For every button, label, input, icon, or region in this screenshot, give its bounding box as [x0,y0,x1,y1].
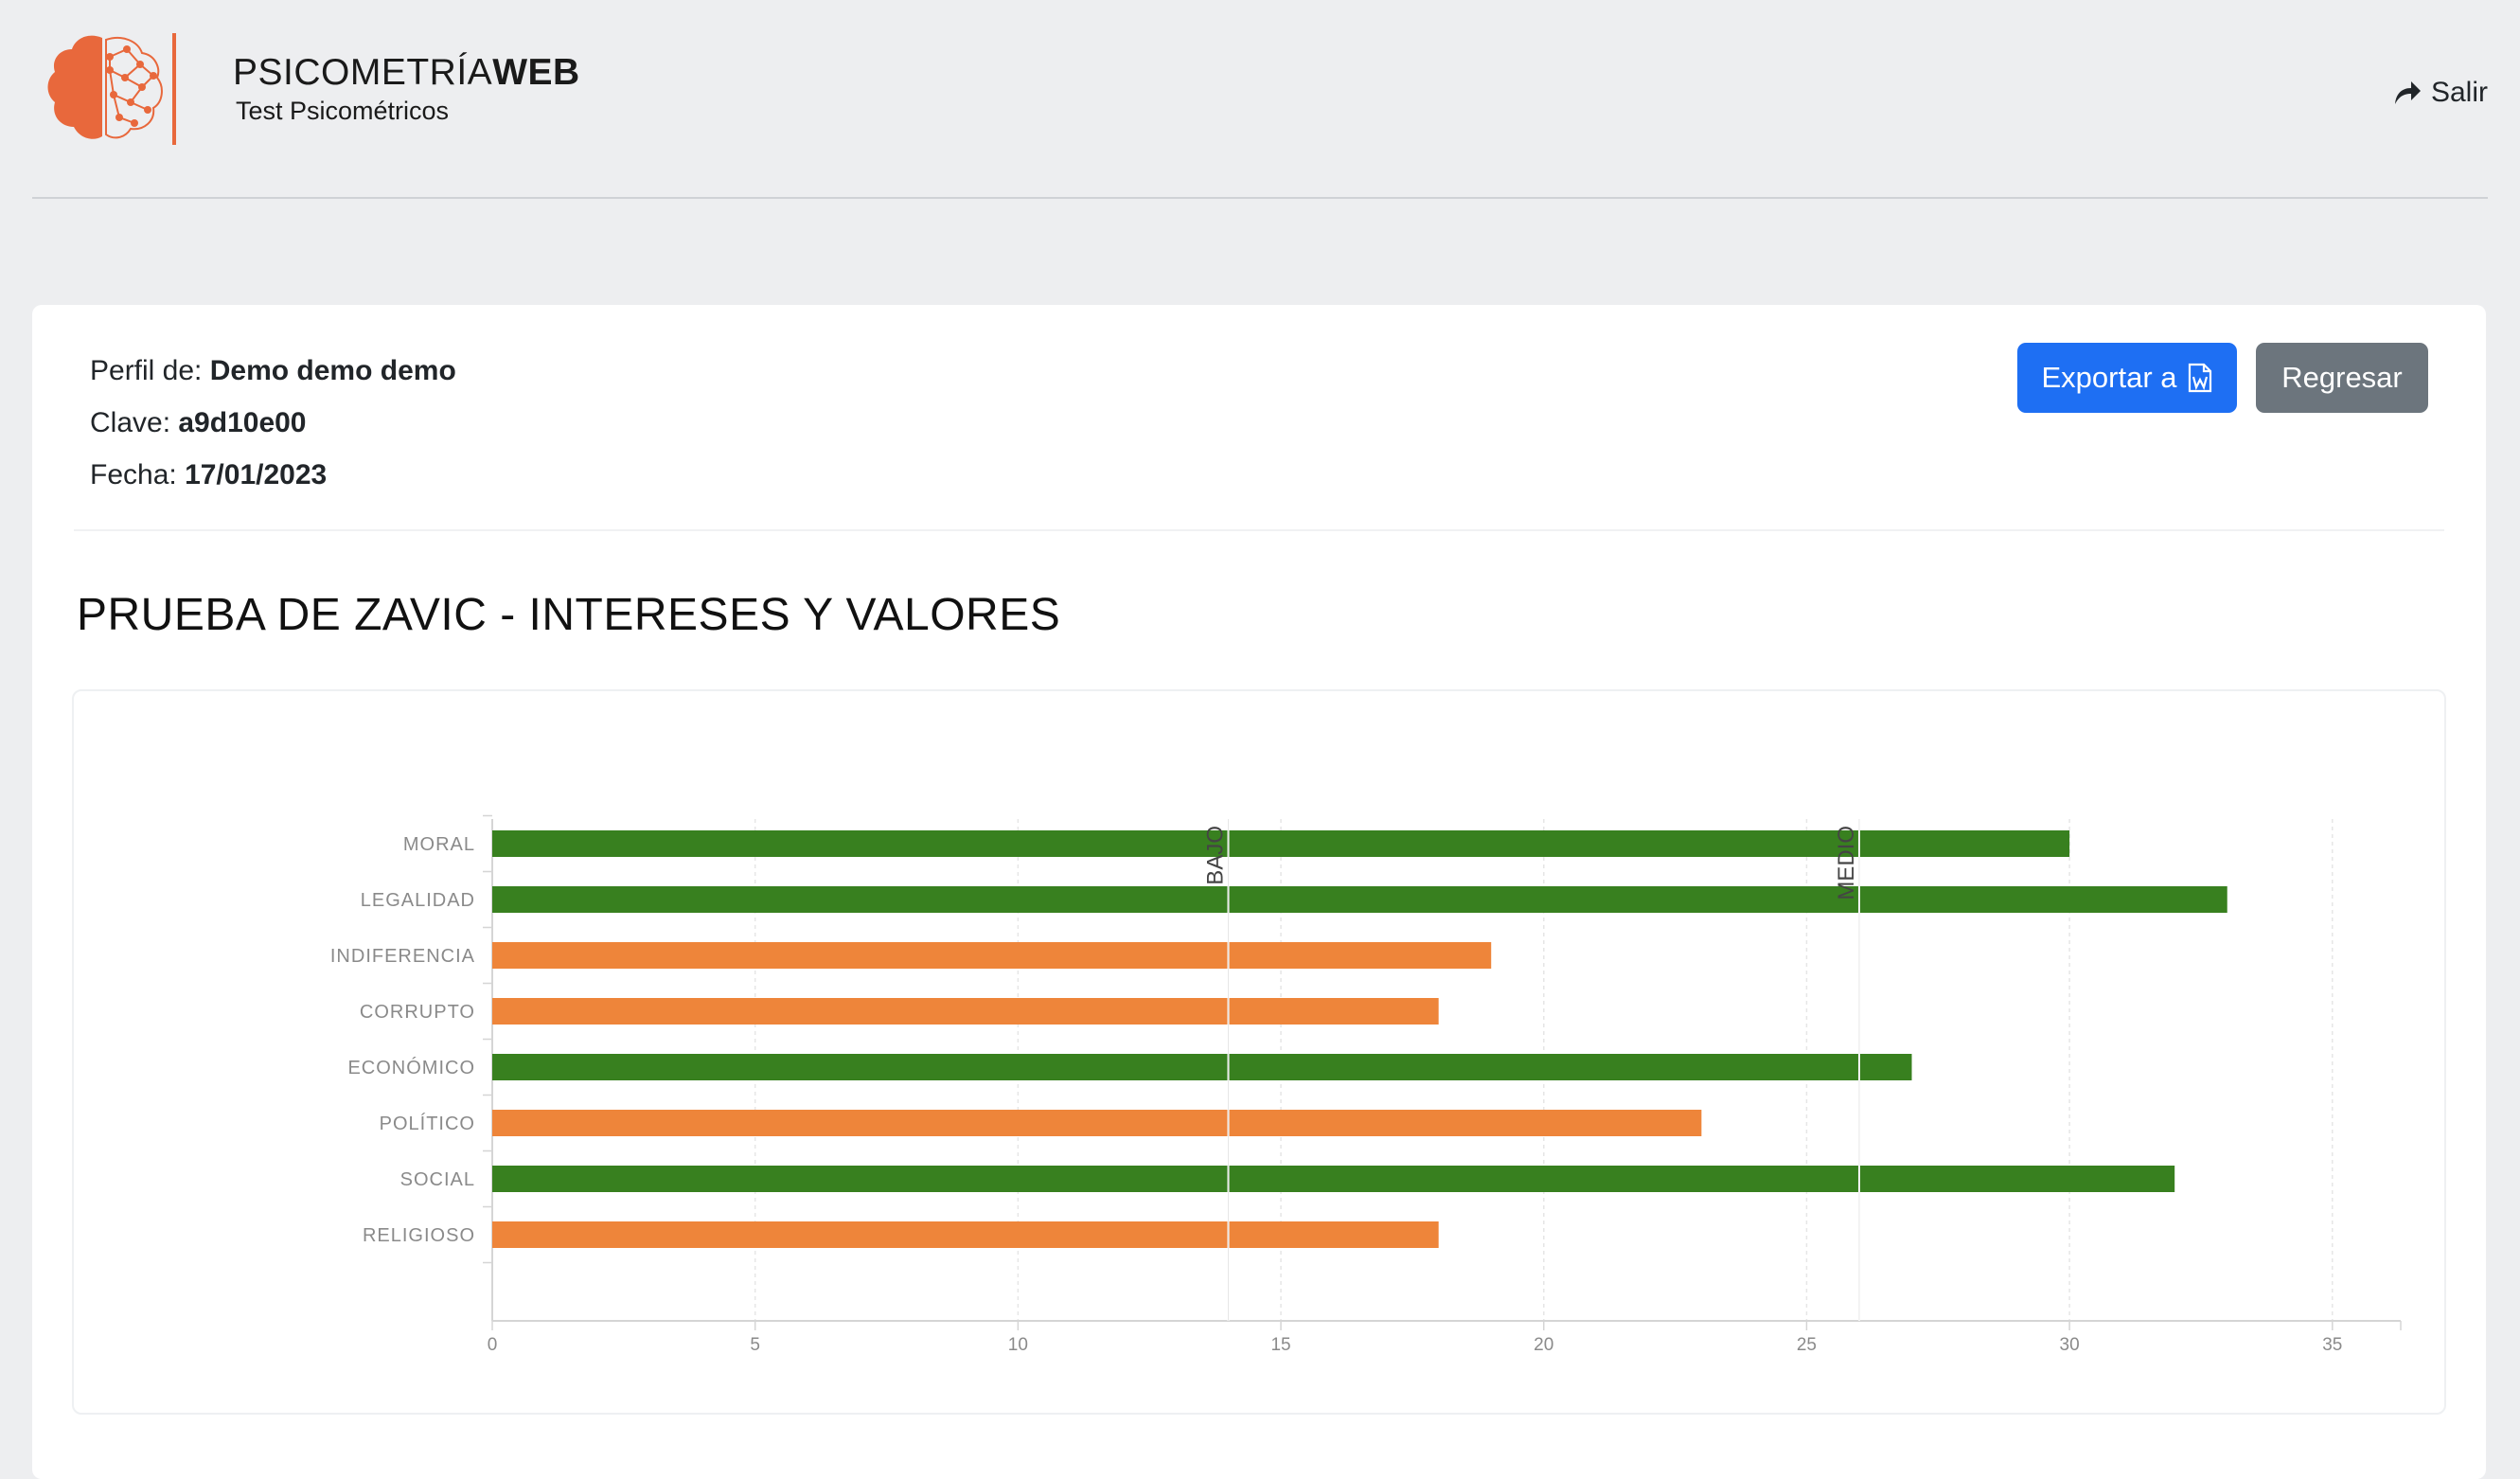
section-title: PRUEBA DE ZAVIC - INTERESES Y VALORES [77,590,1061,640]
share-arrow-icon [2394,81,2421,104]
category-label: POLÍTICO [380,1113,475,1134]
word-file-icon [2188,363,2211,393]
brand-name-bold: WEB [492,52,580,93]
date-row: Fecha: 17/01/2023 [90,449,456,501]
app-header: PSICOMETRÍAWEB Test Psicométricos Salir [0,0,2520,199]
brand-subtitle: Test Psicométricos [236,97,450,125]
category-label: CORRUPTO [360,1002,475,1023]
export-word-button[interactable]: Exportar a [2017,343,2237,413]
back-button[interactable]: Regresar [2256,343,2428,413]
header-divider [32,197,2488,199]
x-tick-label: 10 [1008,1335,1028,1355]
zavic-bar-chart: MORAL LEGALIDAD INDIFERENCIA CORRUPTO ECONÓM… [330,814,2402,1355]
bar-religioso [492,1221,1439,1248]
category-label: SOCIAL [400,1169,475,1190]
key-label: Clave: [90,407,179,438]
x-tick-label: 35 [2322,1335,2342,1355]
chart-card: MORAL LEGALIDAD INDIFERENCIA CORRUPTO ECONÓM… [72,689,2446,1415]
results-card: Perfil de: Demo demo demo Clave: a9d10e0… [32,305,2486,1479]
brand-name: PSICOMETRÍAWEB [233,52,580,94]
logout-link[interactable]: Salir [2393,74,2488,112]
category-label: LEGALIDAD [361,890,475,911]
bar-económico [492,1054,1912,1080]
category-label: RELIGIOSO [363,1225,475,1246]
bar-social [492,1166,2175,1192]
category-label: INDIFERENCIA [330,946,475,967]
x-tick-label: 0 [488,1335,498,1355]
profile-value: Demo demo demo [209,355,456,386]
brand-logo[interactable]: PSICOMETRÍAWEB Test Psicométricos [44,28,579,151]
profile-label: Perfil de: [90,355,210,386]
category-label: MORAL [403,834,475,855]
x-tick-label: 20 [1534,1335,1553,1355]
bar-político [492,1110,1702,1136]
bar-legalidad [492,886,2227,913]
profile-row: Perfil de: Demo demo demo [90,345,456,397]
x-tick-label: 25 [1797,1335,1817,1355]
bar-moral [492,830,2070,857]
x-tick-label: 5 [750,1335,760,1355]
bar-corrupto [492,998,1439,1025]
bar-indiferencia [492,942,1492,969]
export-label: Exportar a [2041,361,2177,394]
card-divider [74,529,2444,531]
reference-label-medio: MEDIO [1834,826,1859,900]
key-value: a9d10e00 [178,407,307,438]
key-row: Clave: a9d10e00 [90,397,456,449]
x-tick-label: 30 [2060,1335,2080,1355]
category-label: ECONÓMICO [347,1057,475,1078]
x-tick-label: 15 [1270,1335,1290,1355]
logo-divider [172,33,176,145]
brain-network-icon [47,35,163,139]
date-label: Fecha: [90,459,186,490]
brand-name-regular: PSICOMETRÍA [233,52,493,93]
reference-label-bajo: BAJO [1203,826,1229,885]
logout-label: Salir [2430,77,2488,108]
date-value: 17/01/2023 [185,459,328,490]
profile-info: Perfil de: Demo demo demo Clave: a9d10e0… [90,345,456,501]
